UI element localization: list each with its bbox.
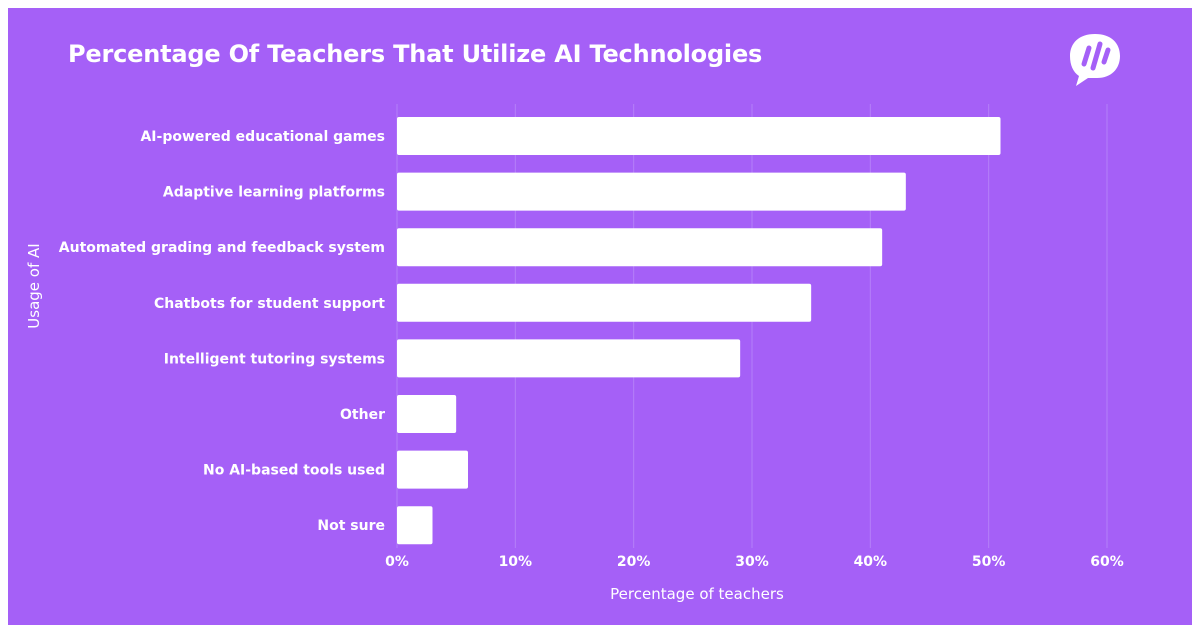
category-label: AI-powered educational games <box>140 129 385 145</box>
bar <box>397 395 457 433</box>
x-tick-label: 20% <box>617 554 651 570</box>
category-label: Adaptive learning platforms <box>163 185 385 201</box>
x-tick-label: 0% <box>385 554 409 570</box>
bar <box>397 450 468 489</box>
x-tick-label: 60% <box>1090 554 1124 570</box>
category-label: Chatbots for student support <box>154 296 385 312</box>
bar <box>397 117 1001 155</box>
x-tick-label: 40% <box>854 554 888 570</box>
x-tick-label: 30% <box>735 554 769 570</box>
bar <box>397 283 812 322</box>
category-label: Automated grading and feedback system <box>59 240 385 256</box>
bar <box>397 228 883 267</box>
category-label: Not sure <box>317 518 385 534</box>
bar <box>397 506 433 545</box>
x-tick-label: 50% <box>972 554 1006 570</box>
speech-bubble-logo-icon <box>1070 34 1120 86</box>
x-tick-label: 10% <box>499 554 533 570</box>
bar <box>397 339 741 378</box>
bar <box>397 172 906 211</box>
bar-chart-plot: AI-powered educational games Adaptive lea… <box>59 104 1124 570</box>
chart-card: Percentage Of Teachers That Utilize AI T… <box>8 8 1192 625</box>
x-axis-label: Percentage of teachers <box>610 585 784 603</box>
category-label: Intelligent tutoring systems <box>164 351 385 367</box>
category-label: No AI-based tools used <box>203 463 385 479</box>
category-label: Other <box>340 407 385 423</box>
chart-title: Percentage Of Teachers That Utilize AI T… <box>68 40 763 68</box>
